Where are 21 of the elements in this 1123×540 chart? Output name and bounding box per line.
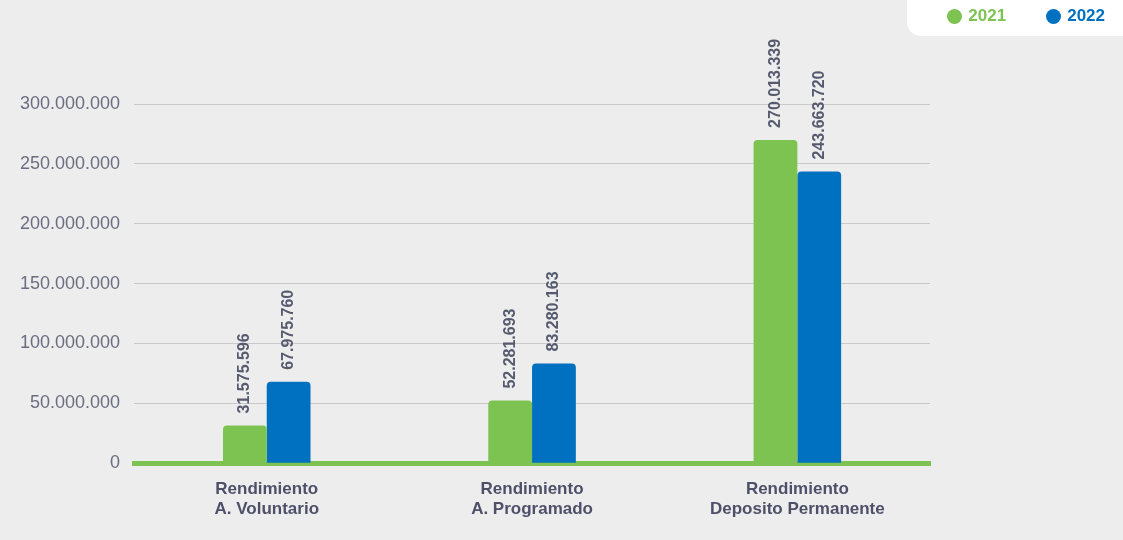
y-tick-label: 300.000.000 — [19, 92, 121, 113]
data-label: 31.575.596 — [235, 333, 253, 414]
data-label: 52.281.693 — [500, 308, 518, 389]
y-tick-label: 0 — [110, 452, 121, 473]
data-label: 270.013.339 — [765, 38, 783, 128]
bar — [532, 363, 576, 463]
x-tick-label: Rendimiento A. Programado — [471, 479, 593, 519]
legend-label: 2022 — [1067, 6, 1105, 26]
data-label: 83.280.163 — [544, 271, 562, 352]
bar — [797, 171, 842, 463]
y-tick-label: 200.000.000 — [19, 212, 121, 233]
y-tick-label: 100.000.000 — [19, 332, 121, 353]
y-tick-label: 150.000.000 — [19, 272, 121, 293]
x-tick-label: Rendimiento Deposito Permanente — [709, 479, 885, 519]
x-tick-label: Rendimiento A. Voluntario — [214, 479, 320, 519]
data-label: 67.975.760 — [279, 289, 297, 370]
bar — [266, 381, 311, 463]
y-tick-label: 250.000.000 — [19, 152, 121, 173]
y-tick-label: 50.000.000 — [30, 392, 121, 413]
data-label: 243.663.720 — [809, 70, 827, 160]
legend-label: 2021 — [968, 6, 1007, 26]
